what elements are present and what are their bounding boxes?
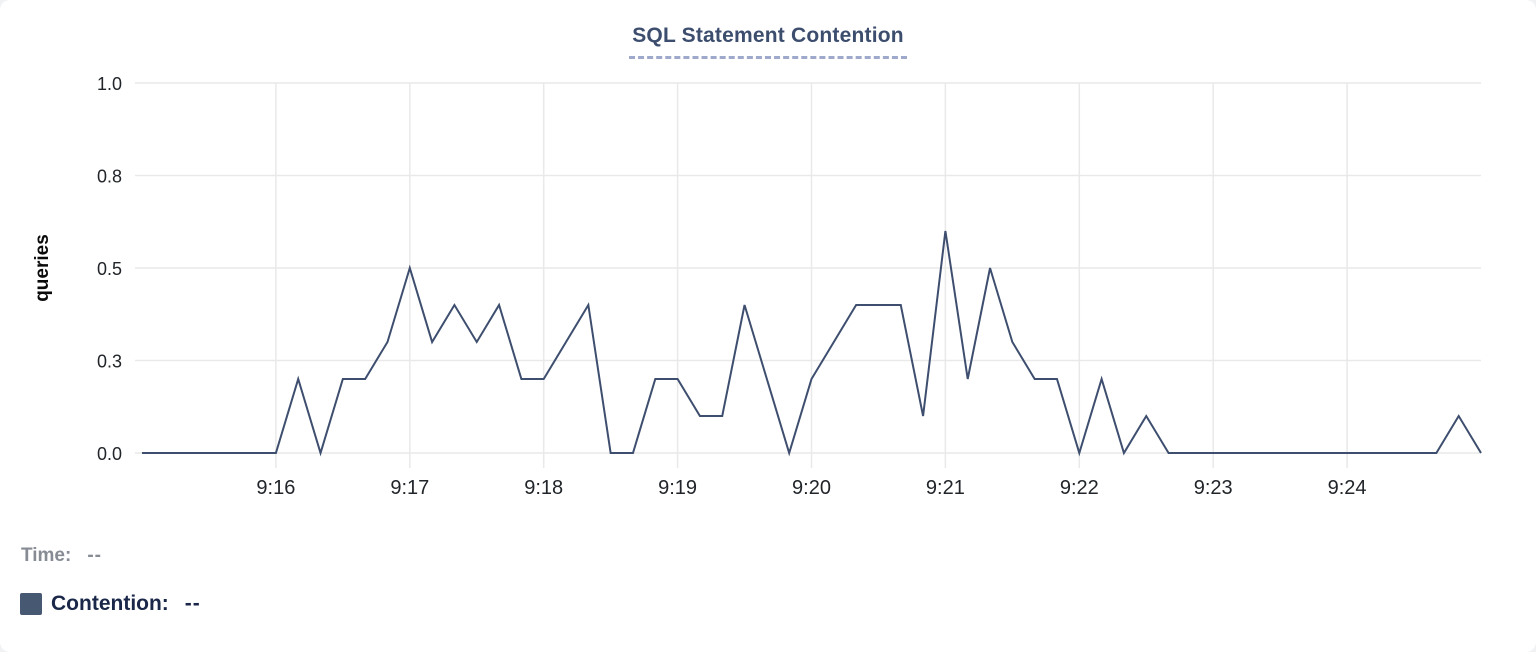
x-tick-label: 9:17 [390,477,429,499]
y-axis-title: queries [32,234,53,302]
legend-time-value: -- [87,545,102,566]
legend-time-row: Time: -- [21,544,201,568]
x-tick-label: 9:16 [256,477,295,499]
contention-series-line [142,230,1482,457]
x-tick-label: 9:19 [658,477,697,499]
chart-legend: Time: -- Contention: -- [20,544,201,616]
legend-series-label: Contention: [51,592,169,615]
y-tick-label: 0.8 [97,167,122,187]
y-tick-label: 0.5 [97,259,122,279]
legend-time-label: Time: [21,545,72,566]
x-tick-label: 9:23 [1194,477,1233,499]
x-tick-label: 9:22 [1060,477,1099,499]
contention-series-swatch [20,593,42,615]
chart-title[interactable]: SQL Statement Contention [629,24,907,59]
x-tick-label: 9:18 [524,477,563,499]
x-tick-label: 9:21 [926,477,965,499]
x-tick-label: 9:20 [792,477,831,499]
y-tick-label: 1.0 [97,74,122,94]
x-tick-label: 9:24 [1328,477,1367,499]
legend-series-value: -- [184,592,201,615]
chart-header: SQL Statement Contention [0,24,1536,59]
y-tick-label: 0.3 [97,352,122,372]
y-tick-label: 0.0 [97,444,122,464]
legend-series-row: Contention: -- [20,592,201,616]
